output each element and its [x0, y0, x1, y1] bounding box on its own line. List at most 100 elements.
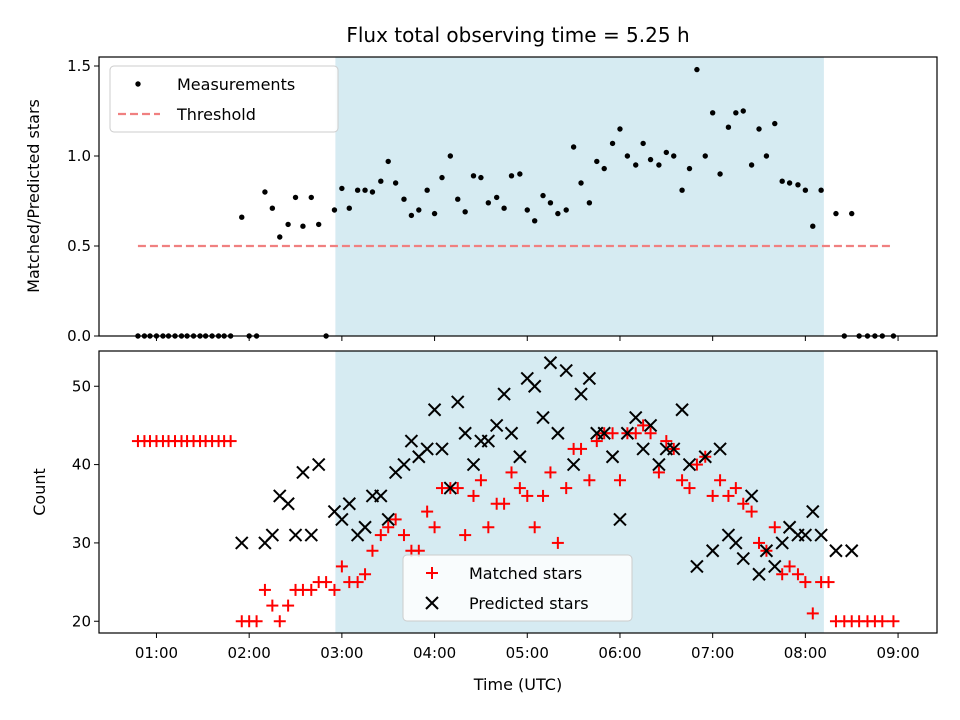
matched-stars-point [613, 474, 626, 487]
matched-stars-point [224, 435, 237, 448]
y-tick-label: 0.5 [67, 237, 91, 255]
predicted-stars-point [775, 536, 789, 550]
predicted-stars-point [814, 528, 828, 542]
measurement-point [586, 200, 593, 206]
measurement-point [292, 194, 299, 201]
predicted-stars-point [582, 371, 597, 386]
predicted-stars-point [768, 559, 782, 574]
x-tick-label: 08:00 [784, 644, 827, 662]
measurement-point [756, 126, 762, 132]
predicted-stars-point [597, 426, 611, 440]
predicted-stars-point [497, 387, 511, 401]
matched-stars-point [366, 544, 379, 557]
predicted-stars-point [667, 442, 681, 456]
predicted-stars-point [690, 559, 704, 574]
measurement-point [671, 153, 677, 159]
predicted-stars-point [829, 544, 843, 558]
measurement-point [594, 158, 600, 165]
predicted-stars-point [404, 434, 419, 448]
measurement-point [686, 165, 693, 172]
matched-stars-point [799, 576, 812, 589]
matched-stars-point [729, 482, 742, 495]
predicted-stars-point [620, 426, 635, 440]
predicted-stars-point [566, 457, 581, 472]
predicted-stars-point [543, 356, 558, 370]
matched-stars-point [482, 521, 495, 534]
predicted-stars-point [451, 395, 465, 409]
legend-predicted-marker [425, 596, 439, 610]
predicted-stars-point [374, 489, 388, 503]
bottom-legend: Matched stars Predicted stars [402, 554, 633, 622]
chart-title: Flux total observing time = 5.25 h [346, 23, 689, 47]
y-tick-label: 30 [72, 534, 91, 552]
measurement-point [694, 66, 700, 73]
measurement-point [239, 214, 245, 220]
predicted-stars-point [705, 544, 720, 558]
matched-stars-point [282, 599, 295, 612]
measurement-point [455, 196, 461, 202]
predicted-stars-point [736, 551, 750, 566]
predicted-stars-point [265, 528, 280, 542]
legend-predicted-label: Predicted stars [469, 594, 589, 613]
measurement-point [833, 210, 839, 217]
measurement-point [601, 165, 607, 172]
matched-stars-point [583, 474, 596, 487]
measurement-point [362, 187, 368, 193]
measurement-point [849, 210, 855, 217]
matched-stars-point [421, 505, 434, 518]
matched-stars-point [629, 427, 642, 440]
measurement-point [470, 173, 477, 179]
measurement-point [818, 187, 824, 193]
matched-stars-point [328, 583, 341, 596]
matched-stars-point [660, 435, 673, 448]
matched-stars-point [474, 474, 487, 487]
predicted-stars-point [489, 418, 504, 433]
predicted-stars-point [466, 457, 481, 472]
predicted-stars-point [235, 536, 249, 550]
y-tick-label: 0.0 [67, 327, 91, 345]
matched-stars-point [776, 568, 789, 581]
predicted-stars-point [559, 363, 573, 378]
matched-stars-point [389, 513, 402, 526]
matched-stars-point [505, 466, 518, 479]
predicted-stars-point [281, 497, 295, 511]
measurement-point [277, 234, 283, 240]
measurement-point [508, 173, 515, 179]
predicted-stars-point [481, 434, 496, 448]
matched-stars-point [351, 576, 364, 589]
predicted-stars-point [435, 442, 449, 456]
measurement-point [517, 171, 523, 177]
predicted-stars-point [304, 528, 318, 542]
bottom-panel: 20 30 40 50 01:00 02:00 03:00 04:00 05:00 06:00 07… [30, 350, 938, 694]
measurement-point [485, 200, 492, 206]
top-legend: Measurements Threshold [109, 65, 339, 133]
matched-stars-point [644, 427, 657, 440]
measurement-point [802, 187, 809, 193]
measurement-point [763, 153, 770, 159]
predicted-stars-point [682, 457, 697, 472]
measurement-point [810, 223, 816, 229]
predicted-stars-point [513, 450, 527, 464]
matched-stars-point [676, 474, 689, 487]
matched-stars-point [722, 489, 735, 502]
bottom-legend-box [402, 554, 633, 622]
measurement-point [531, 218, 538, 224]
x-tick-label: 09:00 [876, 644, 919, 662]
matched-stars-point [714, 474, 727, 487]
legend-measurements-label: Measurements [177, 75, 295, 94]
bottom-axes-frame [98, 350, 938, 634]
measurement-point [462, 209, 468, 215]
measurement-point [795, 182, 801, 188]
measurement-point [346, 205, 352, 211]
top-legend-box [109, 65, 339, 133]
matched-stars-point [876, 615, 889, 628]
measurement-point [748, 162, 755, 168]
x-tick-label: 06:00 [598, 644, 641, 662]
predicted-stars-point [806, 504, 820, 519]
measurement-point [563, 207, 569, 213]
observing-window-span [335, 57, 824, 336]
predicted-stars-point [759, 544, 774, 558]
matched-stars-point [305, 583, 318, 596]
predicted-stars-point [427, 403, 442, 417]
